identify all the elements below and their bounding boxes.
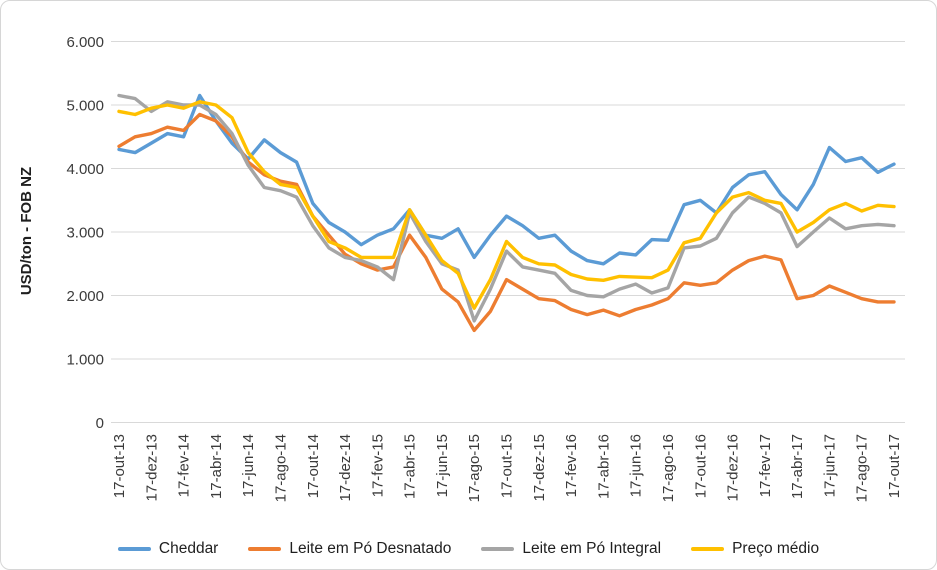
x-axis-tick-label: 17-dez-13 (143, 434, 160, 502)
x-axis-tick-label: 17-dez-14 (337, 434, 354, 502)
x-axis-tick-label: 17-fev-16 (563, 434, 580, 497)
y-axis-tick-label: 2.000 (66, 288, 104, 305)
x-axis-tick-label: 17-jun-16 (628, 434, 645, 497)
legend-item-leite-po-integral[interactable]: Leite em Pó Integral (481, 540, 661, 558)
series-line-leite-em-p-integral (117, 93, 896, 323)
x-axis-tick-label: 17-ago-16 (660, 434, 677, 502)
x-axis-tick-label: 17-jun-17 (821, 434, 838, 497)
x-axis-tick-label: 17-out-14 (305, 434, 322, 498)
legend-item-cheddar[interactable]: Cheddar (117, 540, 219, 558)
cheddar-line-swatch-icon (117, 547, 151, 551)
integral-line-swatch-icon (481, 547, 515, 551)
x-axis-tick-label: 17-jun-14 (240, 434, 257, 497)
y-axis-title: USD/ton - FOB NZ (18, 167, 35, 295)
y-axis-tick-label: 4.000 (66, 161, 104, 178)
y-axis-tick-label: 0 (96, 415, 104, 432)
x-axis-tick-label: 17-fev-14 (176, 434, 193, 497)
desnatado-line-swatch-icon (248, 547, 282, 551)
x-axis-tick-label: 17-out-17 (886, 434, 903, 498)
x-axis-tick-label: 17-dez-15 (531, 434, 548, 502)
x-axis-tick-label: 17-jun-15 (434, 434, 451, 497)
x-axis-tick-label: 17-abr-16 (595, 434, 612, 499)
x-axis-tick-label: 17-out-16 (692, 434, 709, 498)
x-axis-tick-label: 17-fev-15 (369, 434, 386, 497)
x-axis-tick-label: 17-abr-14 (208, 434, 225, 499)
legend-item-preco-medio[interactable]: Preço médio (691, 540, 819, 558)
legend-item-leite-po-desnatado[interactable]: Leite em Pó Desnatado (248, 540, 451, 558)
legend-label-preco-medio: Preço médio (732, 540, 820, 557)
x-axis-tick-label: 17-abr-17 (789, 434, 806, 499)
y-axis-tick-label: 6.000 (66, 34, 104, 51)
x-axis-tick-label: 17-dez-16 (725, 434, 742, 502)
x-axis-tick-label: 17-ago-17 (854, 434, 871, 502)
x-axis-tick-label: 17-out-13 (111, 434, 128, 498)
series-line-pre-o-m-dio (117, 100, 896, 310)
legend-label-cheddar: Cheddar (158, 540, 219, 557)
x-axis-tick-label: 17-ago-14 (272, 434, 289, 502)
x-axis-tick-label: 17-ago-15 (466, 434, 483, 502)
legend-label-leite-po-integral: Leite em Pó Integral (522, 540, 662, 557)
y-axis-tick-label: 3.000 (66, 225, 104, 242)
chart-legend: Cheddar Leite em Pó Desnatado Leite em P… (1, 534, 936, 564)
preco-medio-line-swatch-icon (691, 547, 725, 551)
x-axis-tick-label: 17-out-15 (499, 434, 516, 498)
x-axis-tick-label: 17-abr-15 (402, 434, 419, 499)
y-axis-tick-label: 5.000 (66, 98, 104, 115)
x-axis-tick-label: 17-fev-17 (757, 434, 774, 497)
y-axis-tick-label: 1.000 (66, 352, 104, 369)
legend-label-leite-po-desnatado: Leite em Pó Desnatado (289, 540, 452, 557)
